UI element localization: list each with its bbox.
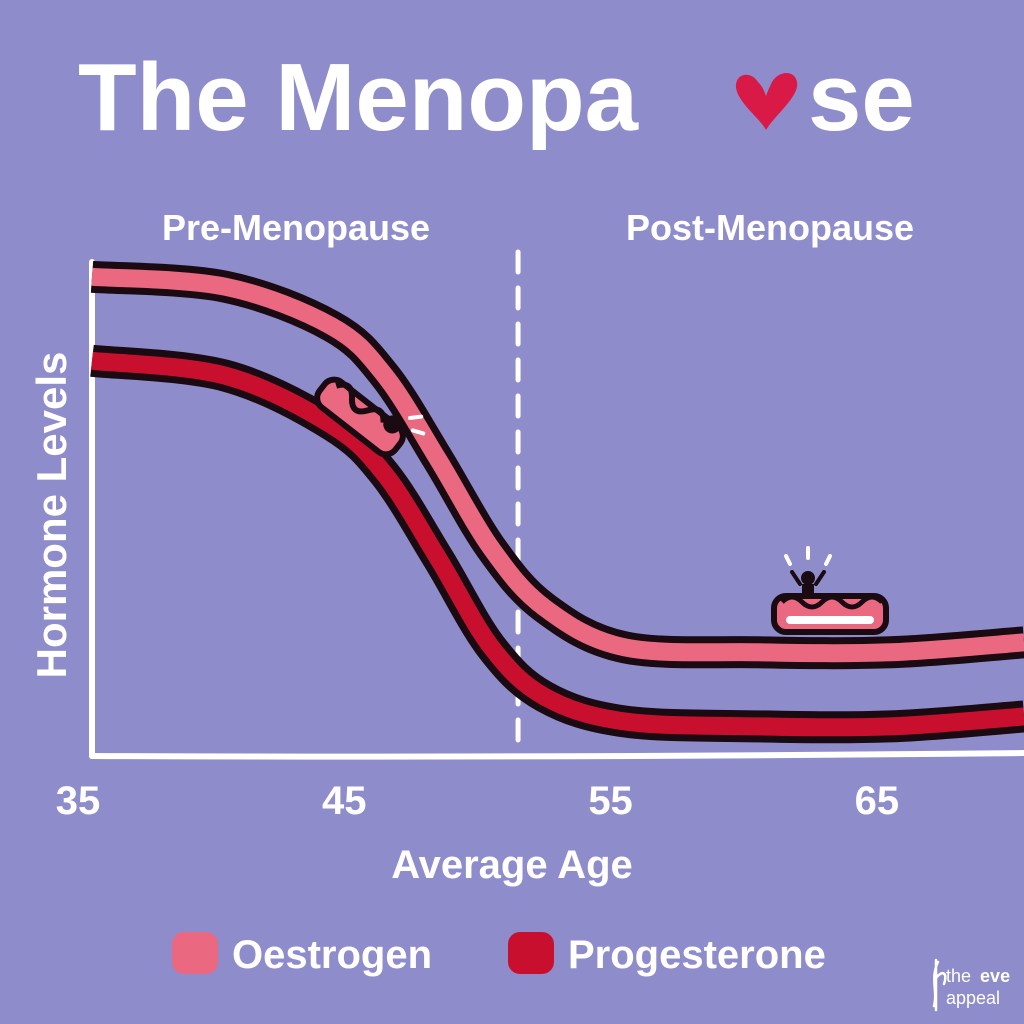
legend-swatch-progesterone — [508, 932, 554, 974]
rider-right-icon — [771, 546, 889, 635]
figure-icon — [932, 958, 947, 1012]
region-label-pre: Pre-Menopause — [162, 207, 430, 248]
brand-logo: the eve appeal — [932, 958, 1010, 1012]
series-outline-progesterone — [90, 344, 1024, 744]
x-tick-label-65: 65 — [855, 779, 900, 823]
legend-label-oestrogen: Oestrogen — [232, 933, 432, 977]
x-tick-label-45: 45 — [322, 779, 367, 823]
heart-icon — [735, 73, 798, 130]
rider-left-icon — [314, 376, 426, 458]
legend-swatch-oestrogen — [172, 932, 218, 974]
legend-label-progesterone: Progesterone — [568, 933, 826, 977]
region-label-post: Post-Menopause — [626, 207, 914, 248]
title-text-start: The Menopa — [78, 44, 639, 151]
series-oestrogen — [90, 260, 1024, 670]
series-line-progesterone — [91, 351, 1024, 737]
brand-name-line1: the eve — [946, 966, 1010, 986]
x-axis-line — [89, 750, 1024, 760]
series-line-oestrogen — [91, 267, 1024, 663]
legend: Oestrogen Progesterone — [172, 932, 826, 977]
x-axis-label: Average Age — [391, 843, 633, 887]
legend-item-progesterone: Progesterone — [508, 932, 826, 977]
brand-name-line2: appeal — [946, 988, 1000, 1008]
title-text-end: se — [808, 44, 915, 151]
title-group: The Menopa se — [78, 44, 915, 151]
brand-word-the: the — [946, 966, 971, 986]
x-tick-labels: 35 45 55 65 — [56, 779, 899, 823]
y-axis-label: Hormone Levels — [28, 352, 75, 679]
x-tick-label-55: 55 — [588, 779, 633, 823]
series-progesterone — [90, 344, 1024, 744]
brand-word-eve: eve — [980, 966, 1010, 986]
series-layer — [90, 260, 1024, 744]
series-outline-oestrogen — [90, 260, 1024, 670]
x-tick-label-35: 35 — [56, 779, 101, 823]
legend-item-oestrogen: Oestrogen — [172, 932, 432, 977]
